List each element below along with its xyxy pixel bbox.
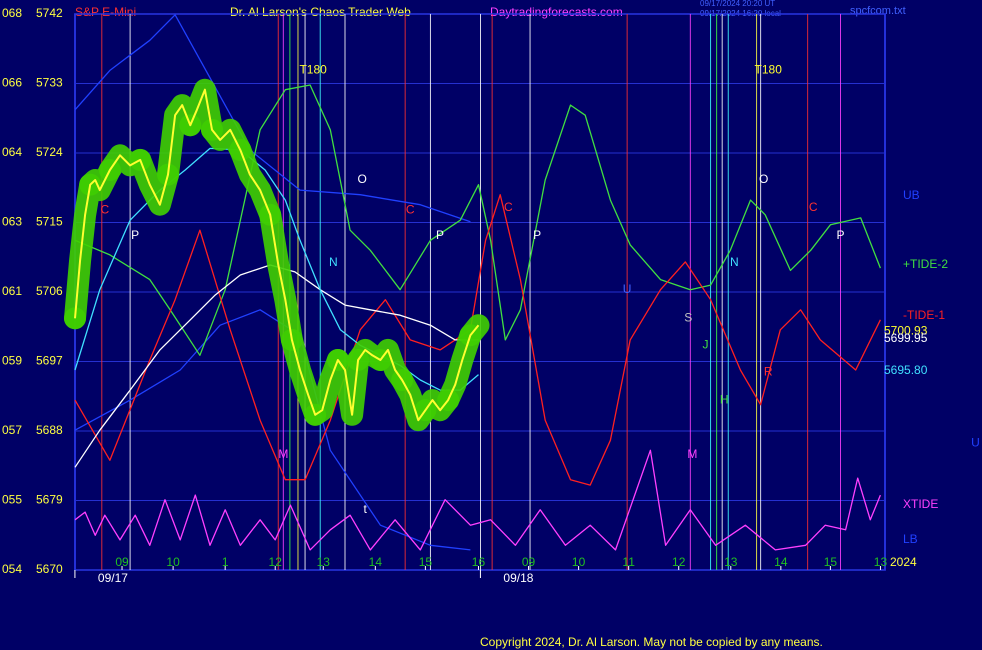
y-tick-label: 5733 bbox=[36, 76, 63, 90]
y-tick-label: 5679 bbox=[36, 493, 63, 507]
y2-tick-label: 055 bbox=[2, 493, 22, 507]
y-tick-label: 5742 bbox=[36, 6, 63, 20]
x-tick-label: 10 bbox=[166, 555, 180, 569]
x-tick-label: 09 bbox=[115, 555, 129, 569]
x-tick-label: 16 bbox=[472, 555, 486, 569]
y2-tick-label: 066 bbox=[2, 76, 22, 90]
annotation: C bbox=[809, 200, 818, 214]
annotation: C bbox=[406, 202, 415, 216]
annotation: C bbox=[504, 200, 513, 214]
x-tick-label: 13 bbox=[874, 555, 888, 569]
series-line bbox=[74, 449, 882, 551]
timestamp: 09/17/2024 20:20 UT bbox=[700, 0, 775, 8]
series-line bbox=[74, 88, 480, 422]
last-value: 5695.80 bbox=[884, 363, 928, 377]
chart-subtitle: Dr. Al Larson's Chaos Trader Web bbox=[230, 5, 411, 19]
date-label: 09/18 bbox=[503, 571, 533, 585]
x-tick-label: 15 bbox=[419, 555, 433, 569]
annotation: M bbox=[278, 447, 288, 461]
y-tick-label: 5688 bbox=[36, 423, 63, 437]
annotation: T180 bbox=[755, 63, 783, 77]
series-line bbox=[74, 194, 881, 486]
x-tick-label: 12 bbox=[672, 555, 686, 569]
y2-tick-label: 063 bbox=[2, 215, 22, 229]
x-tick-label: 14 bbox=[774, 555, 788, 569]
annotation: O bbox=[759, 172, 768, 186]
legend-label: XTIDE bbox=[903, 497, 938, 511]
annotation: U bbox=[623, 282, 632, 296]
annotation: P bbox=[131, 228, 139, 242]
y-tick-label: 5715 bbox=[36, 215, 63, 229]
legend-label: +TIDE-2 bbox=[903, 257, 948, 271]
annotation: t bbox=[364, 502, 368, 516]
file-name: spcfcom.txt bbox=[850, 5, 906, 17]
x-tick-label: 1 bbox=[222, 555, 229, 569]
annotation: N bbox=[329, 255, 338, 269]
annotation: P bbox=[533, 228, 541, 242]
x-tick-label: 09 bbox=[522, 555, 536, 569]
x-tick-label: 13 bbox=[317, 555, 331, 569]
annotation: P bbox=[436, 228, 444, 242]
legend-label: LB bbox=[903, 532, 918, 546]
y2-tick-label: 064 bbox=[2, 145, 22, 159]
year-label: 2024 bbox=[890, 555, 917, 569]
annotation: M bbox=[687, 447, 697, 461]
last-value: 5699.95 bbox=[884, 331, 928, 345]
copyright: Copyright 2024, Dr. Al Larson. May not b… bbox=[480, 635, 823, 649]
annotation: J bbox=[703, 337, 709, 351]
label-layer: 5670 5679 5688 5697 5706 5715 5724 5733 5742 054 0… bbox=[2, 6, 980, 585]
y2-tick-label: 054 bbox=[2, 562, 22, 576]
x-tick-label: 12 bbox=[269, 555, 283, 569]
annotation: U bbox=[971, 436, 980, 450]
plot-layer bbox=[64, 13, 886, 578]
annotation: H bbox=[720, 392, 729, 406]
x-tick-label: 15 bbox=[824, 555, 838, 569]
date-label: 09/17 bbox=[98, 571, 128, 585]
legend-label: UB bbox=[903, 188, 920, 202]
y2-tick-label: 057 bbox=[2, 423, 22, 437]
y-tick-label: 5724 bbox=[36, 145, 63, 159]
x-tick-label: 14 bbox=[369, 555, 383, 569]
x-tick-label: 11 bbox=[622, 555, 635, 569]
annotation: S bbox=[684, 310, 692, 324]
site-name: Daytradingforecasts.com bbox=[490, 5, 623, 19]
chart-title: S&P E-Mini bbox=[75, 5, 136, 19]
y2-tick-label: 068 bbox=[2, 6, 22, 20]
legend-label: -TIDE-1 bbox=[903, 308, 945, 322]
annotation: T180 bbox=[299, 63, 327, 77]
annotation: C bbox=[100, 202, 109, 216]
annotation: P bbox=[836, 228, 844, 242]
y2-tick-label: 061 bbox=[2, 284, 22, 298]
x-tick-label: 13 bbox=[724, 555, 738, 569]
annotation: N bbox=[730, 255, 739, 269]
y-tick-label: 5697 bbox=[36, 354, 63, 368]
annotation: O bbox=[358, 172, 367, 186]
annotation: R bbox=[764, 364, 773, 378]
y-tick-label: 5706 bbox=[36, 284, 63, 298]
y-tick-label: 5670 bbox=[36, 562, 63, 576]
last-value: 5700.93 bbox=[884, 323, 928, 337]
y2-tick-label: 059 bbox=[2, 354, 22, 368]
x-tick-label: 10 bbox=[572, 555, 586, 569]
